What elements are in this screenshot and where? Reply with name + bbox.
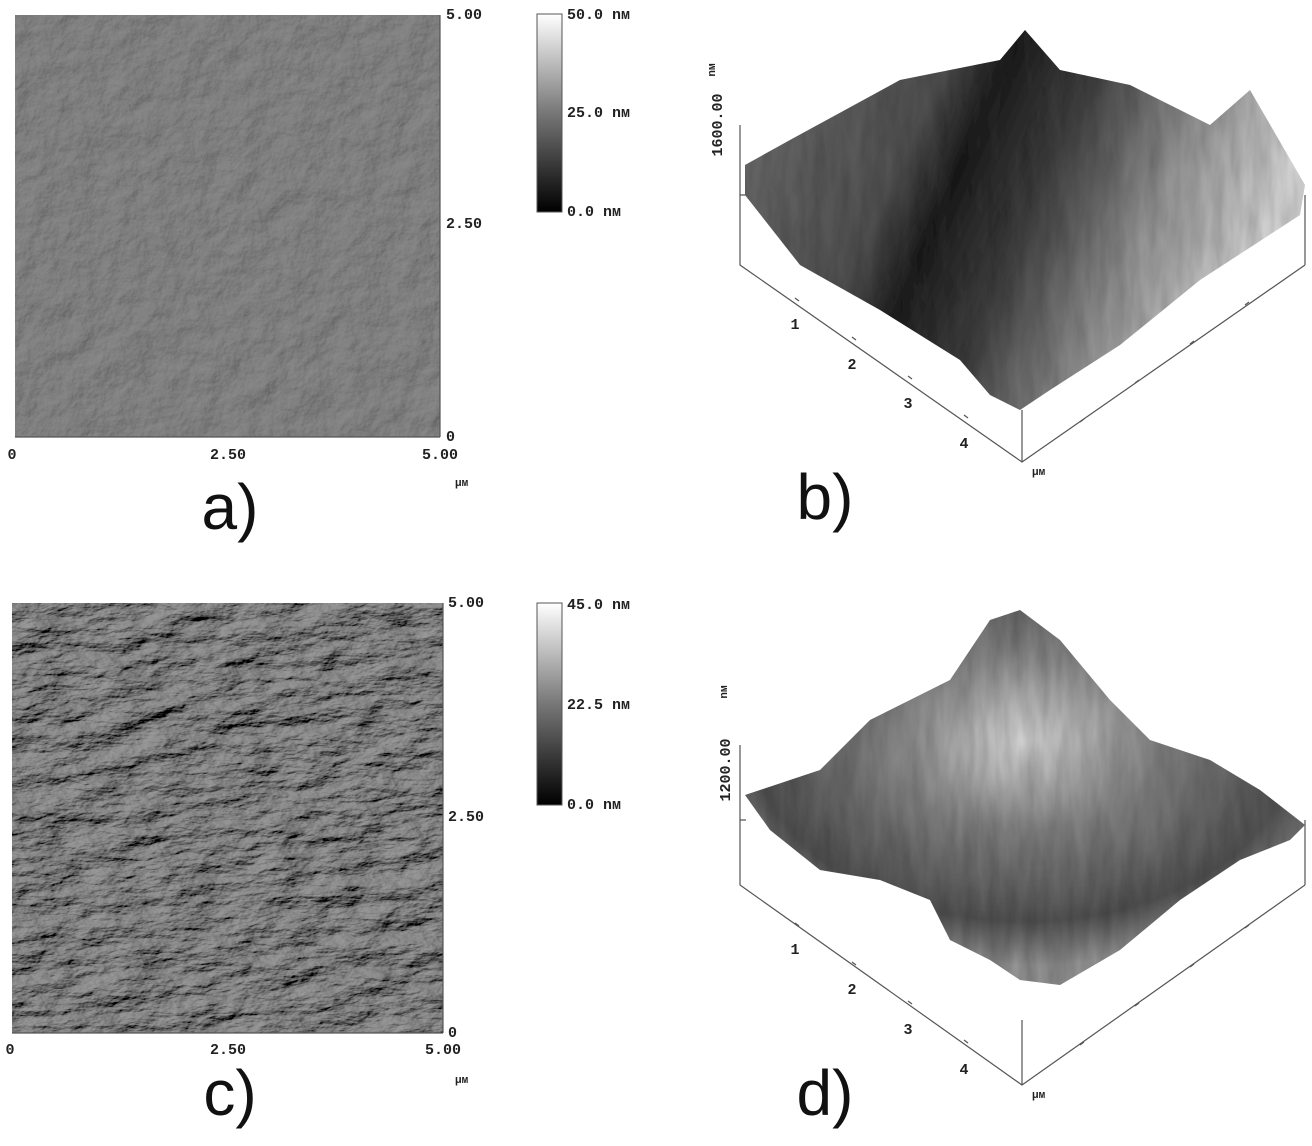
figure: 5.00 2.50 0 0 2.50 5.00 μм 50.0 nм 25.0 … xyxy=(0,0,1312,1146)
colorbar-label: 22.5 nм xyxy=(567,697,630,714)
x-tick-label: 1 xyxy=(790,317,799,334)
afm-image xyxy=(12,603,443,1033)
panel-b: 1600.00 nм 1 2 3 4 μм b) xyxy=(707,30,1305,533)
colorbar-label: 45.0 nм xyxy=(567,597,630,614)
panel-label: b) xyxy=(797,461,854,533)
y-tick-label: 2.50 xyxy=(446,216,482,233)
x-tick-label: 2.50 xyxy=(210,447,246,464)
y-tick-label: 5.00 xyxy=(448,595,484,612)
x-tick-label: 3 xyxy=(903,396,912,413)
x-tick-label: 5.00 xyxy=(425,1042,461,1059)
y-tick-label: 0 xyxy=(448,1025,457,1042)
colorbar-label: 25.0 nм xyxy=(567,105,630,122)
x-tick-label: 0 xyxy=(5,1042,14,1059)
panel-a: 5.00 2.50 0 0 2.50 5.00 μм 50.0 nм 25.0 … xyxy=(7,7,630,543)
panel-label: a) xyxy=(202,471,259,543)
surface-3d xyxy=(745,30,1305,410)
colorbar xyxy=(537,603,562,805)
surface-3d xyxy=(745,610,1305,985)
unit-label: μм xyxy=(1032,467,1046,479)
y-tick-label: 2.50 xyxy=(448,809,484,826)
afm-image xyxy=(15,15,440,437)
panel-label: c) xyxy=(203,1057,256,1129)
x-tick-label: 2 xyxy=(847,357,856,374)
x-tick-label: 2 xyxy=(847,982,856,999)
colorbar xyxy=(537,14,562,212)
y-tick-label: 0 xyxy=(446,429,455,446)
x-tick-label: 4 xyxy=(959,436,968,453)
z-tick-label: 1600.00 xyxy=(710,93,727,156)
x-tick-label: 1 xyxy=(790,942,799,959)
colorbar-label: 50.0 nм xyxy=(567,7,630,24)
colorbar-label: 0.0 nм xyxy=(567,797,621,814)
y-tick-label: 5.00 xyxy=(446,7,482,24)
unit-label: μм xyxy=(455,1075,469,1087)
unit-label: μм xyxy=(455,478,469,490)
x-tick-label: 4 xyxy=(959,1062,968,1079)
panel-c: 5.00 2.50 0 0 2.50 5.00 μм 45.0 nм 22.5 … xyxy=(5,595,630,1129)
z-unit: nм xyxy=(719,685,731,699)
panel-d: 1200.00 nм 1 2 3 4 μм d) xyxy=(718,610,1305,1129)
z-tick-label: 1200.00 xyxy=(718,738,735,801)
unit-label: μм xyxy=(1032,1090,1046,1102)
x-tick-label: 3 xyxy=(903,1022,912,1039)
z-unit: nм xyxy=(707,63,719,77)
x-tick-label: 5.00 xyxy=(422,447,458,464)
panel-label: d) xyxy=(797,1057,854,1129)
colorbar-label: 0.0 nм xyxy=(567,204,621,221)
x-tick-label: 0 xyxy=(7,447,16,464)
